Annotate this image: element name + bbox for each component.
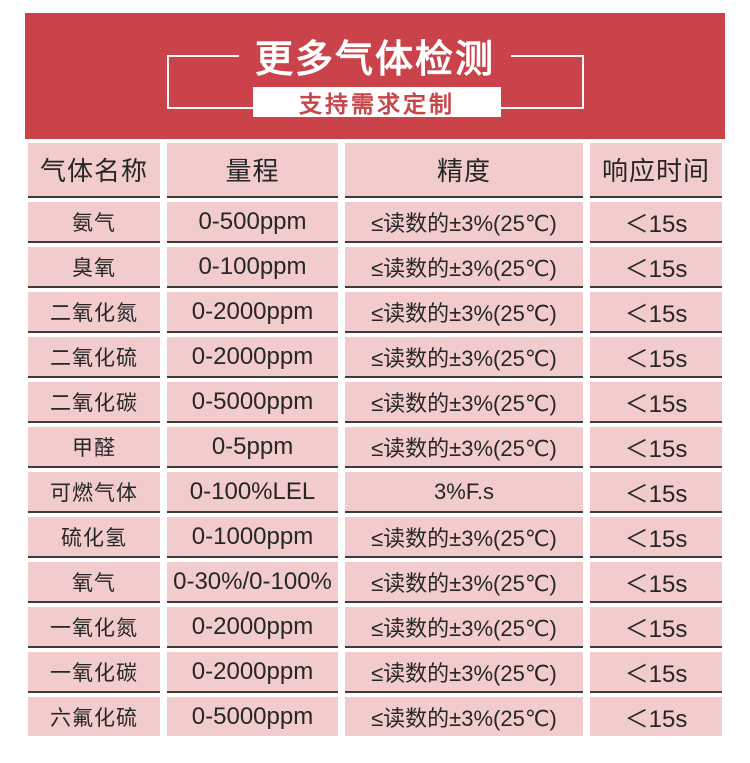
table-row: 六氟化硫 0-5000ppm ≤读数的±3%(25℃) ＜15s [28,697,722,736]
accuracy-cell: ≤读数的±3%(25℃) [345,517,583,558]
response-time-cell: ＜15s [590,292,722,333]
header-banner: 更多气体检测 支持需求定制 [25,13,725,139]
table-header-row: 气体名称 量程 精度 响应时间 [28,143,722,198]
range-cell: 0-100%LEL [167,472,338,513]
range-cell: 0-30%/0-100% [167,562,338,603]
gas-name-cell: 一氧化氮 [28,607,160,648]
gas-name-cell: 六氟化硫 [28,697,160,736]
gas-name-cell: 可燃气体 [28,472,160,513]
accuracy-cell: ≤读数的±3%(25℃) [345,607,583,648]
table-row: 二氧化硫 0-2000ppm ≤读数的±3%(25℃) ＜15s [28,337,722,378]
range-cell: 0-2000ppm [167,652,338,693]
subtitle-box: 支持需求定制 [253,87,501,117]
response-time-cell: ＜15s [590,652,722,693]
gas-table: 气体名称 量程 精度 响应时间 氨气 0-500ppm ≤读数的±3%(25℃)… [28,143,722,736]
table-row: 二氧化碳 0-5000ppm ≤读数的±3%(25℃) ＜15s [28,382,722,423]
range-cell: 0-5ppm [167,427,338,468]
table-row: 一氧化碳 0-2000ppm ≤读数的±3%(25℃) ＜15s [28,652,722,693]
gas-name-cell: 二氧化氮 [28,292,160,333]
accuracy-cell: 3%F.s [345,472,583,513]
accuracy-cell: ≤读数的±3%(25℃) [345,247,583,288]
response-time-cell: ＜15s [590,427,722,468]
accuracy-cell: ≤读数的±3%(25℃) [345,292,583,333]
accuracy-cell: ≤读数的±3%(25℃) [345,337,583,378]
header-range: 量程 [167,143,338,198]
table-row: 一氧化氮 0-2000ppm ≤读数的±3%(25℃) ＜15s [28,607,722,648]
gas-name-cell: 甲醛 [28,427,160,468]
response-time-cell: ＜15s [590,562,722,603]
table-row: 氧气 0-30%/0-100% ≤读数的±3%(25℃) ＜15s [28,562,722,603]
gas-name-cell: 硫化氢 [28,517,160,558]
accuracy-cell: ≤读数的±3%(25℃) [345,427,583,468]
response-time-cell: ＜15s [590,382,722,423]
range-cell: 0-2000ppm [167,292,338,333]
page-title: 更多气体检测 [238,40,512,80]
accuracy-cell: ≤读数的±3%(25℃) [345,202,583,243]
range-cell: 0-500ppm [167,202,338,243]
table-row: 二氧化氮 0-2000ppm ≤读数的±3%(25℃) ＜15s [28,292,722,333]
range-cell: 0-5000ppm [167,697,338,736]
header-gas-name: 气体名称 [28,143,160,198]
range-cell: 0-2000ppm [167,607,338,648]
accuracy-cell: ≤读数的±3%(25℃) [345,382,583,423]
gas-name-cell: 一氧化碳 [28,652,160,693]
gas-name-cell: 氧气 [28,562,160,603]
header-response-time: 响应时间 [590,143,722,198]
range-cell: 0-2000ppm [167,337,338,378]
gas-name-cell: 臭氧 [28,247,160,288]
response-time-cell: ＜15s [590,202,722,243]
table-row: 硫化氢 0-1000ppm ≤读数的±3%(25℃) ＜15s [28,517,722,558]
gas-name-cell: 二氧化碳 [28,382,160,423]
table-row: 可燃气体 0-100%LEL 3%F.s ＜15s [28,472,722,513]
table-row: 甲醛 0-5ppm ≤读数的±3%(25℃) ＜15s [28,427,722,468]
table-row: 臭氧 0-100ppm ≤读数的±3%(25℃) ＜15s [28,247,722,288]
response-time-cell: ＜15s [590,697,722,736]
range-cell: 0-1000ppm [167,517,338,558]
response-time-cell: ＜15s [590,247,722,288]
response-time-cell: ＜15s [590,517,722,558]
accuracy-cell: ≤读数的±3%(25℃) [345,697,583,736]
accuracy-cell: ≤读数的±3%(25℃) [345,562,583,603]
table-row: 氨气 0-500ppm ≤读数的±3%(25℃) ＜15s [28,202,722,243]
response-time-cell: ＜15s [590,607,722,648]
range-cell: 0-5000ppm [167,382,338,423]
response-time-cell: ＜15s [590,337,722,378]
header-accuracy: 精度 [345,143,583,198]
range-cell: 0-100ppm [167,247,338,288]
gas-name-cell: 二氧化硫 [28,337,160,378]
subtitle-text: 支持需求定制 [299,91,455,117]
response-time-cell: ＜15s [590,472,722,513]
gas-name-cell: 氨气 [28,202,160,243]
accuracy-cell: ≤读数的±3%(25℃) [345,652,583,693]
